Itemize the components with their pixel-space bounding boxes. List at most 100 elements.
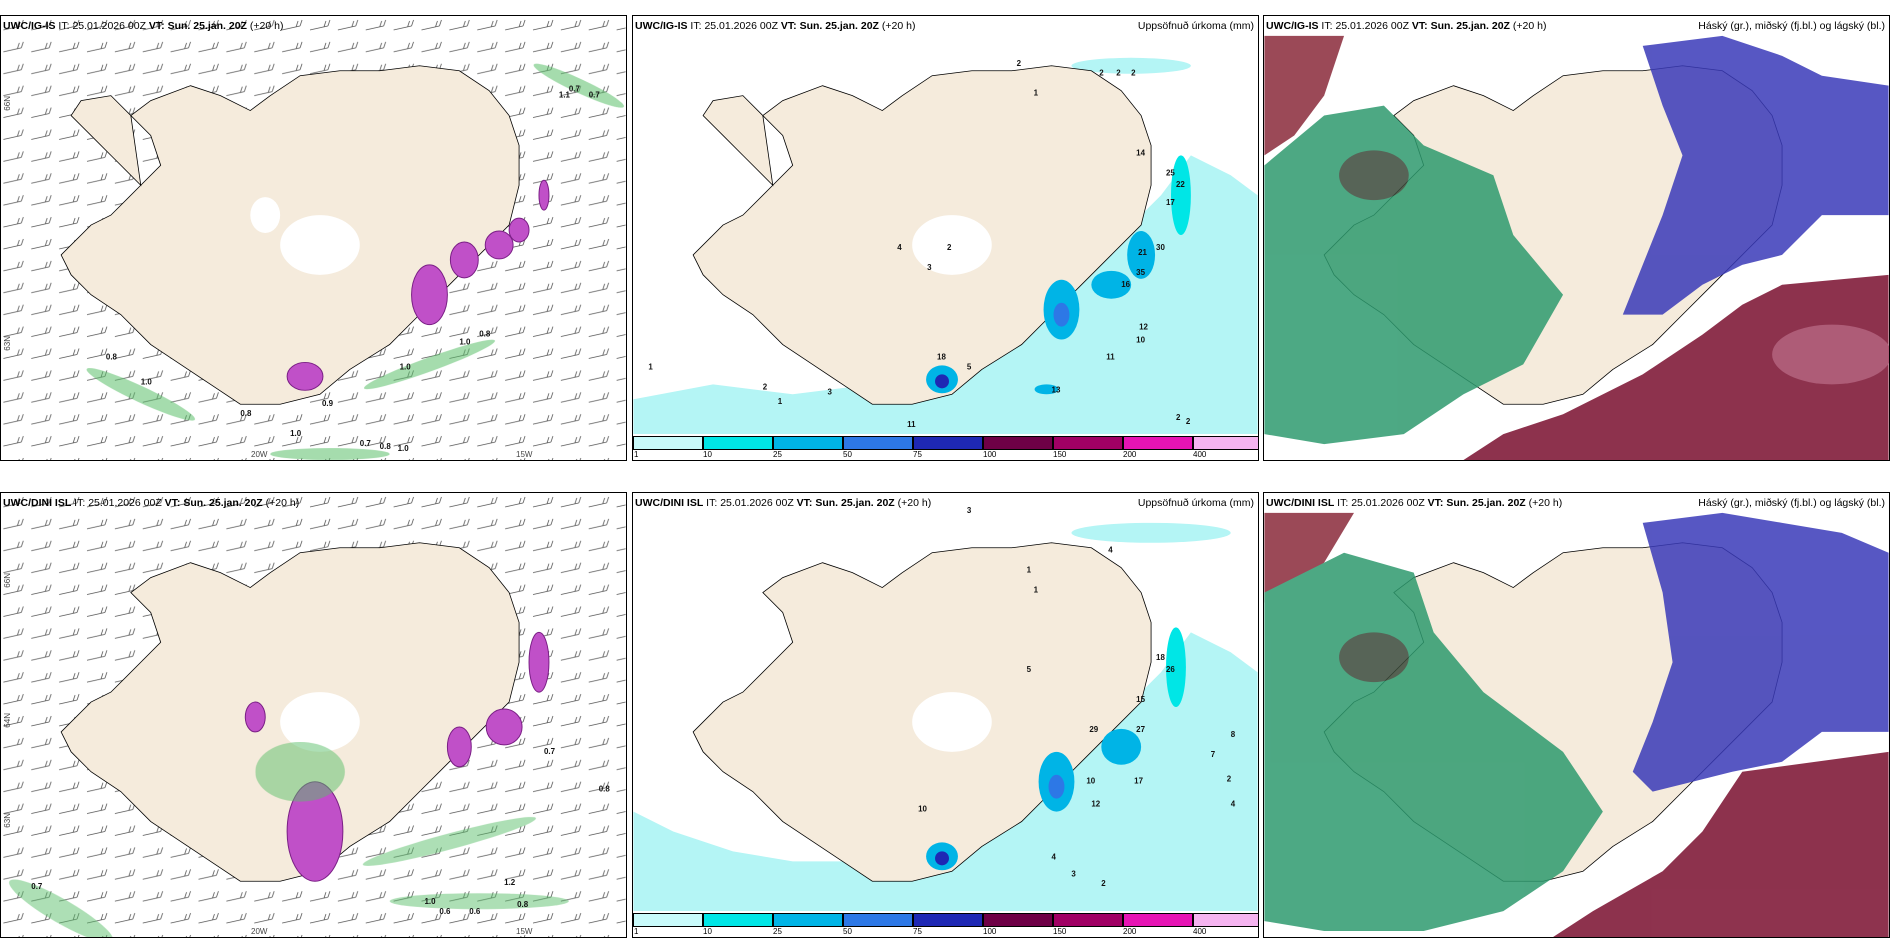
precip-value: 27: [1136, 725, 1145, 734]
wind-value: 0.8: [599, 785, 611, 794]
colorbar-tick: 10: [703, 450, 712, 459]
precip-value: 17: [1166, 198, 1175, 207]
colorbar-swatch: [913, 436, 983, 450]
colorbar-tick: 400: [1193, 450, 1207, 459]
precip-value: 13: [1052, 385, 1061, 394]
colorbar-swatch: [983, 913, 1053, 927]
precip-value: 2: [947, 243, 952, 252]
wind-value: 0.7: [31, 882, 43, 891]
colorbar-swatch: [843, 436, 913, 450]
panel-variable-title: Uppsöfnuð úrkoma (mm): [1137, 497, 1254, 509]
colorbar-swatch: [1123, 913, 1193, 927]
precip-value: 2: [1099, 69, 1104, 78]
precip-value: 3: [828, 387, 833, 396]
precip-value: 4: [1231, 800, 1236, 809]
precip-value: 30: [1156, 243, 1165, 252]
precip-value: 4: [1108, 546, 1113, 555]
wind-value: 0.6: [469, 907, 481, 916]
precip-value: 1: [778, 397, 783, 406]
precip-value: 7: [1211, 750, 1216, 759]
colorbar-tick: 50: [843, 927, 852, 936]
colorbar-tick: 25: [773, 450, 782, 459]
panel-header: UWC/IG-IS IT: 25.01.2026 00Z VT: Sun. 25…: [3, 20, 284, 32]
colorbar-swatch: [913, 913, 983, 927]
panel-variable-title: Háský (gr.), miðský (fj.bl.) og lágský (…: [1698, 497, 1885, 509]
precip-value: 3: [1071, 869, 1076, 878]
colorbar-tick: 100: [983, 927, 997, 936]
colorbar-tick: 50: [843, 450, 852, 459]
precip-value: 10: [1086, 777, 1095, 786]
panel-header: UWC/DINI ISL IT: 25.01.2026 00Z VT: Sun.…: [3, 497, 300, 509]
wind-map-bottom: 0.7 0.8 0.7 1.2 1.0 0.8 0.6 0.6: [1, 493, 626, 937]
wind-value: 1.0: [290, 429, 302, 438]
precip-value: 25: [1166, 168, 1175, 177]
precip-map-panel-top: 2 1 2 2 2 14 25 22 17 21 30 35 16 12 10 …: [632, 15, 1259, 461]
cloud-map-panel-bottom: UWC/DINI ISL IT: 25.01.2026 00Z VT: Sun.…: [1263, 492, 1890, 938]
wind-map-panel-bottom: 0.7 0.8 0.7 1.2 1.0 0.8 0.6 0.6 UWC/DINI…: [0, 492, 627, 938]
wind-value: 0.8: [517, 900, 529, 909]
precip-value: 1: [1034, 586, 1039, 595]
wind-value: 0.7: [569, 85, 581, 94]
colorbar-tick: 150: [1053, 927, 1067, 936]
wind-value: 1.1: [559, 91, 571, 100]
lat-label: 64N: [3, 713, 12, 728]
precip-value: 1: [1027, 566, 1032, 575]
colorbar-tick: 75: [913, 927, 922, 936]
precip-value: 12: [1091, 800, 1100, 809]
lon-label: 20W: [251, 450, 268, 459]
precip-value: 2: [1227, 775, 1232, 784]
wind-map-top: 0.7 1.1 0.7 0.8 1.0 1.0 0.8 1.0 0.9 0.8 …: [1, 16, 626, 460]
wind-value: 0.8: [380, 442, 392, 451]
precip-value: 4: [897, 243, 902, 252]
colorbar-swatch: [843, 913, 913, 927]
wind-value: 0.7: [360, 439, 372, 448]
precip-value: 15: [1136, 695, 1145, 704]
precip-value: 2: [1116, 69, 1121, 78]
precip-value: 11: [907, 420, 916, 429]
wind-value: 0.6: [439, 907, 451, 916]
precip-value: 18: [1156, 653, 1165, 662]
wind-value: 1.0: [400, 362, 412, 371]
colorbar-swatch: [1193, 436, 1258, 450]
wind-value: 1.0: [141, 377, 153, 386]
cloud-map-top: [1264, 16, 1889, 460]
precip-value: 22: [1176, 180, 1185, 189]
precip-value: 8: [1231, 730, 1236, 739]
precip-value: 18: [937, 352, 946, 361]
colorbar-swatch: [703, 436, 773, 450]
wind-value: 0.8: [106, 352, 118, 361]
colorbar-swatch: [633, 913, 703, 927]
lat-label: 66N: [3, 573, 12, 588]
panel-header: UWC/DINI ISL IT: 25.01.2026 00Z VT: Sun.…: [1266, 497, 1563, 509]
colorbar-swatch: [773, 913, 843, 927]
cloud-map-bottom: [1264, 493, 1889, 937]
colorbar-tick: 75: [913, 450, 922, 459]
colorbar: 1 10 25 50 75 100 150 200 400: [633, 911, 1258, 937]
colorbar-swatch: [1053, 913, 1123, 927]
precip-map-bottom: 3 1 4 1 5 18 26 15 29 27 10 17 12 16 10 …: [633, 506, 1258, 931]
precip-value: 2: [1131, 69, 1136, 78]
lat-label: 63N: [3, 813, 12, 828]
panel-variable-title: Uppsöfnuð úrkoma (mm): [1137, 20, 1254, 32]
panel-header: UWC/IG-IS IT: 25.01.2026 00Z VT: Sun. 25…: [1266, 20, 1547, 32]
precip-value: 4: [1052, 852, 1057, 861]
wind-value: 0.8: [240, 409, 252, 418]
wind-value: 0.7: [544, 747, 556, 756]
colorbar-tick: 1: [634, 927, 639, 936]
wind-value: 0.8: [479, 330, 491, 339]
precip-value: 2: [1017, 59, 1022, 68]
cloud-map-panel-top: UWC/IG-IS IT: 25.01.2026 00Z VT: Sun. 25…: [1263, 15, 1890, 461]
precip-value: 26: [1166, 665, 1175, 674]
colorbar-tick: 10: [703, 927, 712, 936]
precip-value: 5: [1027, 665, 1032, 674]
lon-label: 20W: [251, 927, 268, 936]
wind-value: 1.0: [398, 444, 410, 453]
precip-value: 21: [1138, 248, 1147, 257]
wind-value: 0.9: [322, 399, 334, 408]
colorbar-tick: 1: [634, 450, 639, 459]
precip-value: 14: [1136, 148, 1145, 157]
precip-value: 10: [1136, 336, 1145, 345]
panel-header: UWC/IG-IS IT: 25.01.2026 00Z VT: Sun. 25…: [635, 20, 916, 32]
panel-header: UWC/DINI ISL IT: 25.01.2026 00Z VT: Sun.…: [635, 497, 932, 509]
precip-value: 17: [1134, 777, 1143, 786]
